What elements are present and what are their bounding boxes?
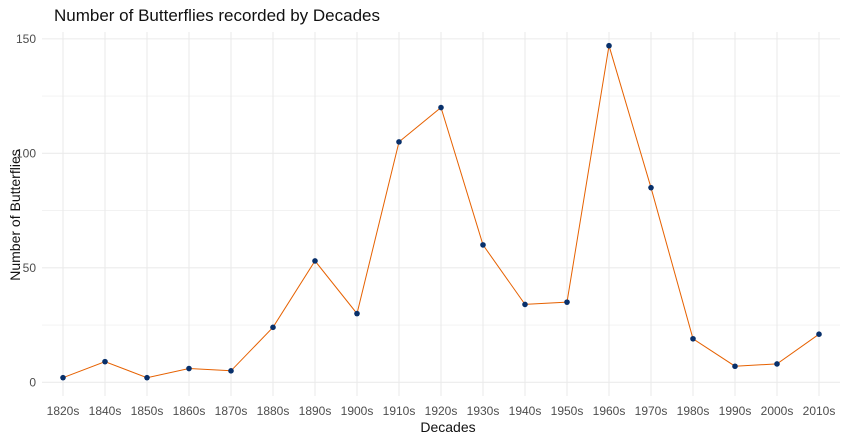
x-tick-label: 1970s	[635, 404, 668, 418]
data-point	[732, 363, 738, 370]
x-tick-label: 1940s	[509, 404, 542, 418]
x-tick-label: 1990s	[719, 404, 752, 418]
x-tick-label: 1890s	[299, 404, 332, 418]
x-tick-label: 1850s	[131, 404, 164, 418]
data-point	[606, 42, 612, 49]
x-tick-label: 1980s	[677, 404, 710, 418]
data-point	[774, 361, 780, 367]
x-tick-label: 1900s	[341, 404, 374, 418]
data-point	[564, 299, 570, 305]
x-tick-label: 1880s	[257, 404, 290, 418]
y-tick-label: 50	[23, 261, 37, 275]
data-point	[816, 331, 822, 337]
data-point	[144, 374, 150, 381]
chart-title: Number of Butterflies recorded by Decade…	[54, 6, 380, 25]
points-group	[60, 42, 822, 381]
x-tick-label: 1960s	[593, 404, 626, 418]
x-tick-label: 1950s	[551, 404, 584, 418]
data-point	[228, 368, 234, 374]
x-tick-label: 2010s	[803, 404, 836, 418]
x-tick-label: 2000s	[761, 404, 794, 418]
y-tick-label: 150	[16, 32, 36, 46]
x-tick-label: 1910s	[383, 404, 416, 418]
x-tick-label: 1840s	[89, 404, 122, 418]
data-point	[270, 324, 276, 331]
x-tick-label: 1870s	[215, 404, 248, 418]
x-tick-label: 1920s	[425, 404, 458, 418]
data-point	[312, 258, 318, 264]
y-tick-label: 0	[29, 375, 36, 389]
data-point	[186, 365, 192, 372]
x-tick-labels: 1820s 1840s 1850s 1860s 1870s 1880s 1890s 1900s…	[47, 404, 836, 418]
data-point	[480, 242, 486, 248]
data-point	[354, 310, 360, 317]
x-axis-title: Decades	[420, 419, 475, 435]
y-tick-labels: 0 50 100 150	[16, 32, 36, 389]
data-point	[60, 374, 66, 381]
data-point	[690, 335, 696, 342]
data-point	[648, 184, 654, 191]
data-point	[102, 358, 108, 365]
y-axis-title: Number of Butterflies	[7, 149, 23, 281]
data-point	[396, 139, 402, 145]
grid	[42, 32, 840, 396]
y-tick-label: 100	[16, 146, 36, 160]
data-point	[522, 301, 528, 308]
data-point	[438, 104, 444, 111]
x-tick-label: 1930s	[467, 404, 500, 418]
x-tick-label: 1860s	[173, 404, 206, 418]
x-tick-label: 1820s	[47, 404, 80, 418]
